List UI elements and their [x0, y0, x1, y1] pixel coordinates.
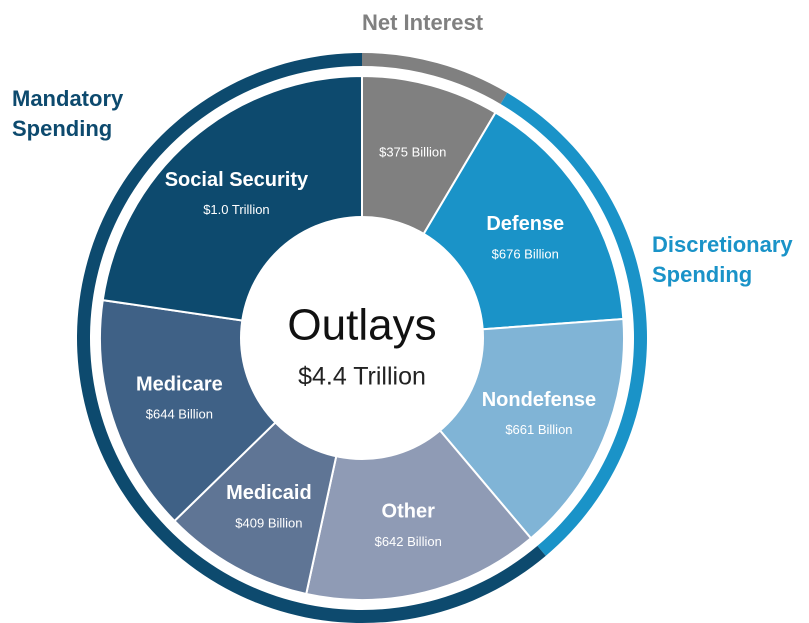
slice-label: Nondefense: [482, 389, 596, 411]
slice-label: Medicare: [136, 374, 223, 396]
center-title: Outlays: [287, 301, 436, 350]
group-ring: [500, 92, 647, 556]
center-label: $4.4 Trillion: [298, 363, 426, 391]
value-label: $642 Billion: [375, 534, 442, 549]
value-label: $676 Billion: [492, 246, 559, 261]
group-label: Mandatory Spending: [12, 86, 124, 141]
slice-label: Medicaid: [226, 482, 312, 504]
group-ring: [362, 53, 508, 104]
value-label: $644 Billion: [146, 407, 213, 422]
slice-label: Other: [382, 501, 436, 523]
value-label: $375 Billion: [379, 144, 446, 159]
slice-label: Defense: [486, 213, 564, 235]
value-label: $409 Billion: [235, 515, 302, 530]
group-label: Net Interest: [362, 10, 484, 35]
group-label: Discretionary Spending: [652, 232, 793, 287]
slice-label: Social Security: [165, 169, 309, 191]
value-label: $661 Billion: [505, 422, 572, 437]
center-hole: [240, 216, 484, 460]
value-label: $1.0 Trillion: [203, 202, 269, 217]
